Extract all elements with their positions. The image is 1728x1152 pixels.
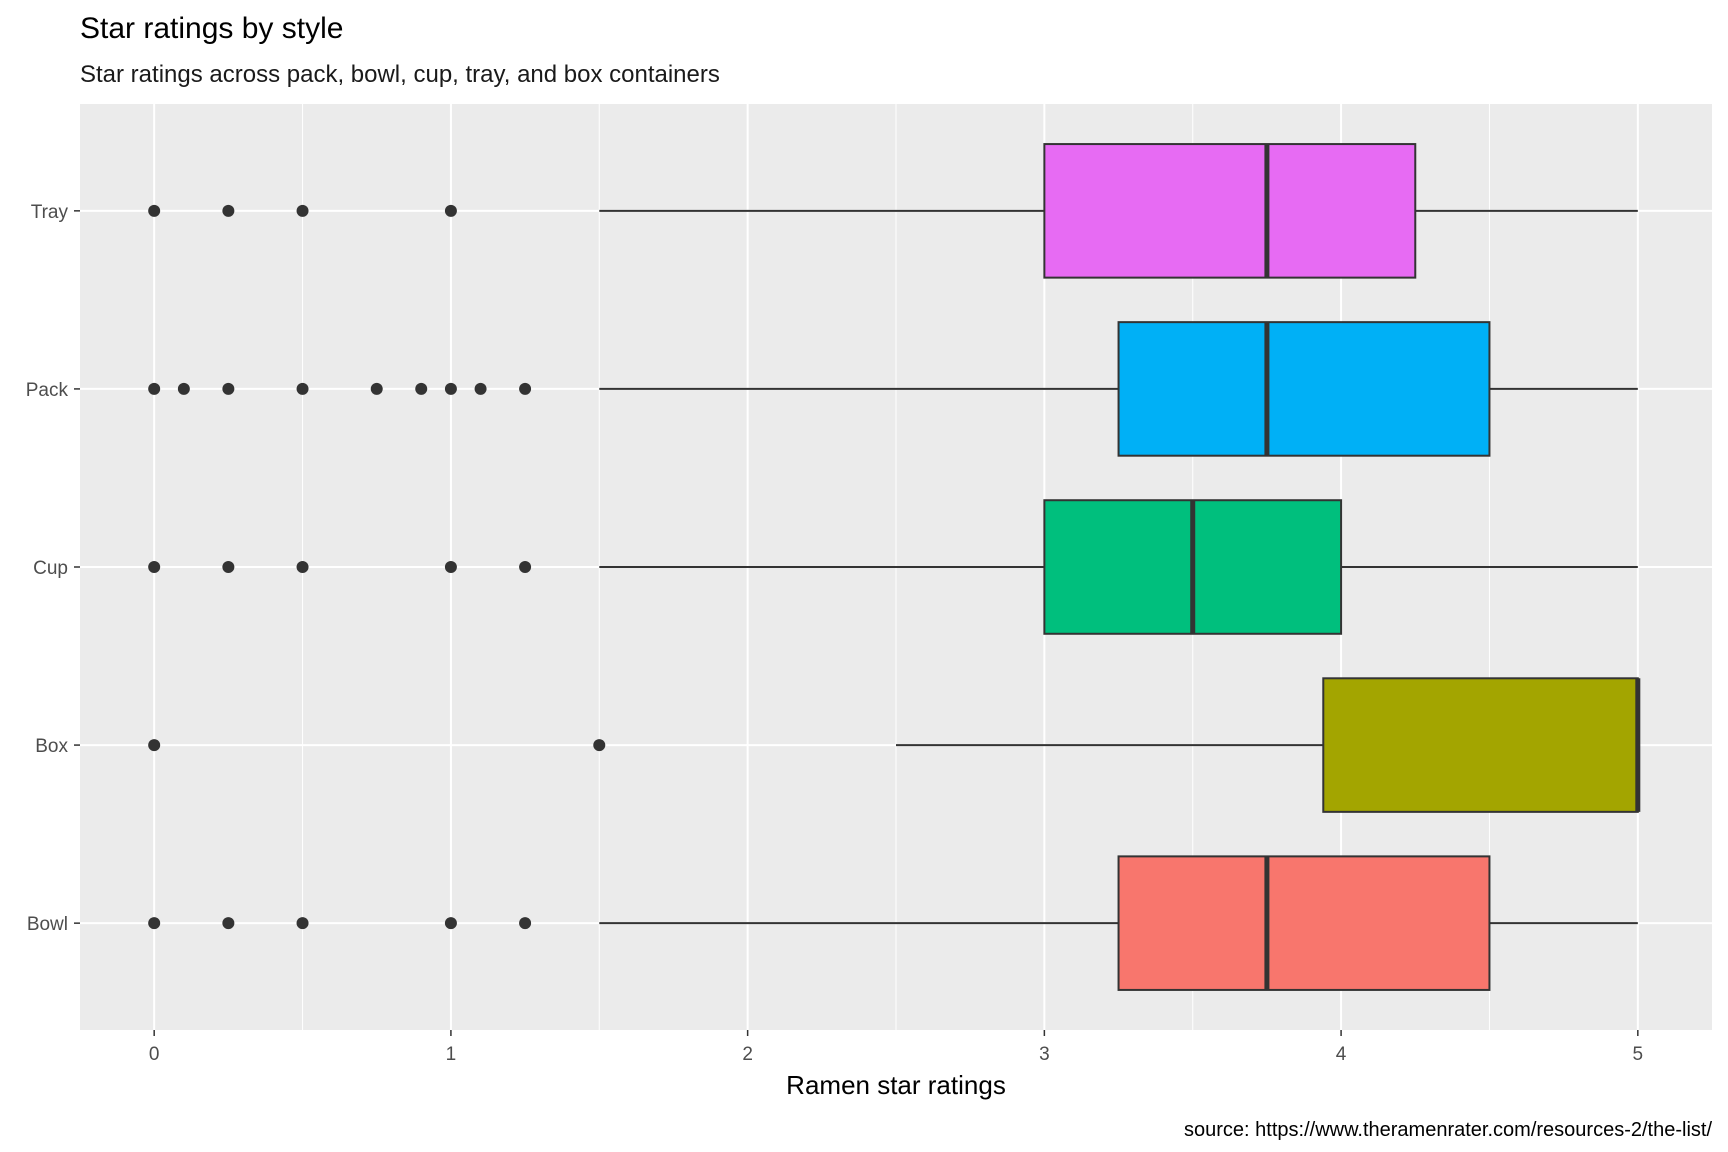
x-tick-label: 2	[742, 1044, 753, 1065]
outlier-point-cup	[519, 561, 532, 573]
box-group-tray	[148, 143, 1638, 279]
outlier-point-cup	[148, 561, 161, 573]
outlier-point-bowl	[444, 917, 457, 930]
box-layer	[148, 143, 1641, 991]
y-axis: Bowl Box Cup Pack Tray	[26, 202, 80, 935]
outlier-point-cup	[296, 561, 309, 573]
x-tick-label: 5	[1633, 1044, 1644, 1065]
outlier-point-cup	[222, 561, 235, 573]
outlier-point-bowl	[148, 917, 161, 930]
x-axis-title: Ramen star ratings	[786, 1070, 1006, 1100]
box-group-box	[148, 677, 1641, 813]
outlier-point-tray	[444, 204, 457, 217]
x-tick-label: 0	[149, 1044, 160, 1065]
box-group-cup	[148, 499, 1638, 635]
box-bowl	[1117, 855, 1491, 991]
x-axis: 0 1 2 3 4 5	[149, 1030, 1643, 1065]
outlier-point-pack	[148, 382, 161, 395]
y-tick-label: Pack	[26, 380, 69, 401]
chart-subtitle: Star ratings across pack, bowl, cup, tra…	[80, 61, 720, 88]
y-tick-label: Tray	[31, 202, 69, 223]
outlier-point-bowl	[222, 917, 235, 930]
outlier-point-pack	[415, 382, 428, 395]
outlier-point-bowl	[296, 917, 309, 930]
outlier-point-tray	[296, 204, 309, 217]
x-tick-label: 1	[446, 1044, 457, 1065]
y-tick-label: Cup	[33, 558, 68, 579]
box-group-pack	[148, 321, 1638, 457]
x-tick-label: 3	[1039, 1044, 1050, 1065]
outlier-point-box	[148, 739, 161, 752]
box-group-bowl	[148, 855, 1638, 991]
outlier-point-pack	[519, 382, 532, 395]
chart-title: Star ratings by style	[80, 12, 343, 45]
chart-caption: source: https://www.theramenrater.com/re…	[1184, 1119, 1712, 1141]
outlier-point-pack	[444, 382, 457, 395]
outlier-point-cup	[444, 561, 457, 573]
box-box	[1322, 677, 1639, 813]
outlier-point-pack	[296, 382, 309, 395]
y-tick-label: Box	[35, 736, 68, 757]
box-tray	[1043, 143, 1417, 279]
outlier-point-pack	[177, 382, 190, 395]
y-tick-label: Bowl	[27, 914, 68, 935]
box-pack	[1117, 321, 1491, 457]
x-tick-label: 4	[1336, 1044, 1347, 1065]
outlier-point-box	[593, 739, 606, 752]
outlier-point-pack	[474, 382, 487, 395]
outlier-point-pack	[370, 382, 383, 395]
outlier-point-tray	[148, 204, 161, 217]
outlier-point-tray	[222, 204, 235, 217]
outlier-point-pack	[222, 382, 235, 395]
outlier-point-bowl	[519, 917, 532, 930]
